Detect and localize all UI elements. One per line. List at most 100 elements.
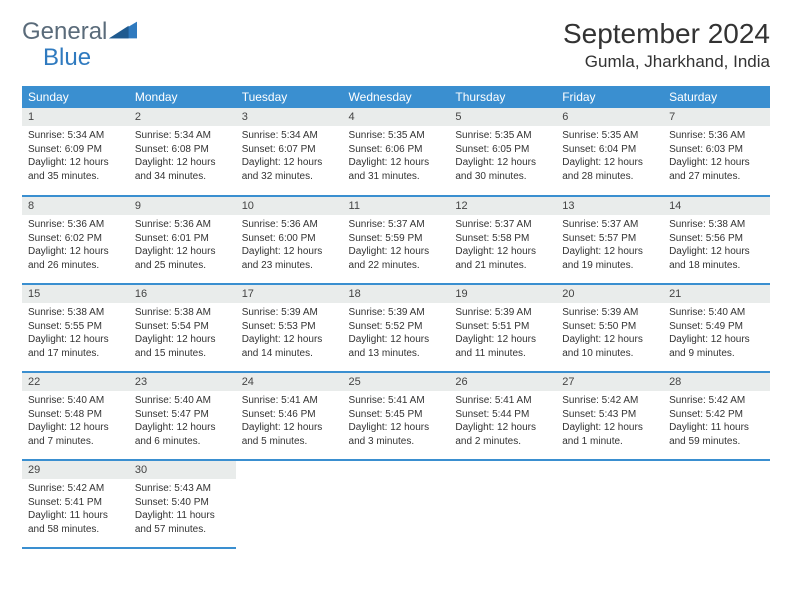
weekday-header-row: Sunday Monday Tuesday Wednesday Thursday… bbox=[22, 86, 770, 108]
day-info-line: Daylight: 12 hours bbox=[562, 333, 657, 347]
calendar-cell: 18Sunrise: 5:39 AMSunset: 5:52 PMDayligh… bbox=[343, 284, 450, 372]
day-info-line: and 58 minutes. bbox=[28, 523, 123, 537]
day-info-line: Sunrise: 5:42 AM bbox=[562, 394, 657, 408]
day-info-line: Sunrise: 5:38 AM bbox=[28, 306, 123, 320]
day-info: Sunrise: 5:36 AMSunset: 6:03 PMDaylight:… bbox=[663, 126, 770, 189]
day-info-line: Daylight: 11 hours bbox=[669, 421, 764, 435]
day-info-line: Daylight: 12 hours bbox=[669, 333, 764, 347]
calendar-cell: 26Sunrise: 5:41 AMSunset: 5:44 PMDayligh… bbox=[449, 372, 556, 460]
day-number: 9 bbox=[129, 197, 236, 215]
day-info-line: Daylight: 12 hours bbox=[242, 421, 337, 435]
day-info: Sunrise: 5:38 AMSunset: 5:55 PMDaylight:… bbox=[22, 303, 129, 366]
day-info-line: Sunrise: 5:41 AM bbox=[349, 394, 444, 408]
day-info-line: Sunrise: 5:35 AM bbox=[349, 129, 444, 143]
day-info-line: Sunset: 6:03 PM bbox=[669, 143, 764, 157]
day-info: Sunrise: 5:34 AMSunset: 6:09 PMDaylight:… bbox=[22, 126, 129, 189]
weekday-saturday: Saturday bbox=[663, 86, 770, 108]
day-info-line: Daylight: 12 hours bbox=[455, 421, 550, 435]
calendar-row: 15Sunrise: 5:38 AMSunset: 5:55 PMDayligh… bbox=[22, 284, 770, 372]
day-info-line: and 31 minutes. bbox=[349, 170, 444, 184]
day-number: 4 bbox=[343, 108, 450, 126]
day-info-line: Daylight: 12 hours bbox=[28, 333, 123, 347]
day-number: 21 bbox=[663, 285, 770, 303]
day-info-line: and 57 minutes. bbox=[135, 523, 230, 537]
sail-icon bbox=[109, 18, 137, 46]
calendar-cell: 23Sunrise: 5:40 AMSunset: 5:47 PMDayligh… bbox=[129, 372, 236, 460]
calendar-row: 8Sunrise: 5:36 AMSunset: 6:02 PMDaylight… bbox=[22, 196, 770, 284]
day-number: 12 bbox=[449, 197, 556, 215]
day-info-line: Sunset: 6:07 PM bbox=[242, 143, 337, 157]
day-info: Sunrise: 5:37 AMSunset: 5:57 PMDaylight:… bbox=[556, 215, 663, 278]
day-info-line: and 26 minutes. bbox=[28, 259, 123, 273]
day-info-line: Sunset: 5:44 PM bbox=[455, 408, 550, 422]
calendar-cell: 8Sunrise: 5:36 AMSunset: 6:02 PMDaylight… bbox=[22, 196, 129, 284]
day-info-line: and 32 minutes. bbox=[242, 170, 337, 184]
calendar-cell: 4Sunrise: 5:35 AMSunset: 6:06 PMDaylight… bbox=[343, 108, 450, 196]
calendar-cell: 19Sunrise: 5:39 AMSunset: 5:51 PMDayligh… bbox=[449, 284, 556, 372]
day-info-line: Daylight: 11 hours bbox=[28, 509, 123, 523]
day-info-line: and 34 minutes. bbox=[135, 170, 230, 184]
weekday-sunday: Sunday bbox=[22, 86, 129, 108]
calendar-cell bbox=[449, 460, 556, 548]
calendar-cell: 14Sunrise: 5:38 AMSunset: 5:56 PMDayligh… bbox=[663, 196, 770, 284]
day-info: Sunrise: 5:42 AMSunset: 5:41 PMDaylight:… bbox=[22, 479, 129, 542]
calendar-cell: 5Sunrise: 5:35 AMSunset: 6:05 PMDaylight… bbox=[449, 108, 556, 196]
day-info: Sunrise: 5:39 AMSunset: 5:51 PMDaylight:… bbox=[449, 303, 556, 366]
day-info-line: and 7 minutes. bbox=[28, 435, 123, 449]
day-info-line: Sunrise: 5:38 AM bbox=[669, 218, 764, 232]
brand-part1: General bbox=[22, 18, 107, 46]
title-block: September 2024 Gumla, Jharkhand, India bbox=[563, 18, 770, 72]
calendar-row: 29Sunrise: 5:42 AMSunset: 5:41 PMDayligh… bbox=[22, 460, 770, 548]
day-info-line: Sunset: 5:51 PM bbox=[455, 320, 550, 334]
day-info-line: Sunset: 5:43 PM bbox=[562, 408, 657, 422]
day-info-line: Sunset: 5:49 PM bbox=[669, 320, 764, 334]
day-info-line: and 3 minutes. bbox=[349, 435, 444, 449]
day-number: 18 bbox=[343, 285, 450, 303]
day-info: Sunrise: 5:38 AMSunset: 5:56 PMDaylight:… bbox=[663, 215, 770, 278]
day-number: 29 bbox=[22, 461, 129, 479]
day-info-line: Sunset: 6:01 PM bbox=[135, 232, 230, 246]
day-info-line: Daylight: 12 hours bbox=[242, 156, 337, 170]
weekday-thursday: Thursday bbox=[449, 86, 556, 108]
day-number: 2 bbox=[129, 108, 236, 126]
day-info-line: Sunset: 5:56 PM bbox=[669, 232, 764, 246]
calendar-cell: 1Sunrise: 5:34 AMSunset: 6:09 PMDaylight… bbox=[22, 108, 129, 196]
calendar-cell: 9Sunrise: 5:36 AMSunset: 6:01 PMDaylight… bbox=[129, 196, 236, 284]
day-info-line: and 28 minutes. bbox=[562, 170, 657, 184]
day-number: 8 bbox=[22, 197, 129, 215]
day-info-line: and 27 minutes. bbox=[669, 170, 764, 184]
day-number: 16 bbox=[129, 285, 236, 303]
day-info-line: and 30 minutes. bbox=[455, 170, 550, 184]
calendar-cell: 12Sunrise: 5:37 AMSunset: 5:58 PMDayligh… bbox=[449, 196, 556, 284]
calendar-cell: 28Sunrise: 5:42 AMSunset: 5:42 PMDayligh… bbox=[663, 372, 770, 460]
day-info: Sunrise: 5:37 AMSunset: 5:58 PMDaylight:… bbox=[449, 215, 556, 278]
day-info: Sunrise: 5:35 AMSunset: 6:06 PMDaylight:… bbox=[343, 126, 450, 189]
calendar-cell bbox=[663, 460, 770, 548]
calendar-cell: 7Sunrise: 5:36 AMSunset: 6:03 PMDaylight… bbox=[663, 108, 770, 196]
day-info-line: Daylight: 12 hours bbox=[455, 333, 550, 347]
day-info-line: Sunrise: 5:40 AM bbox=[135, 394, 230, 408]
day-info-line: Sunset: 5:45 PM bbox=[349, 408, 444, 422]
day-info: Sunrise: 5:40 AMSunset: 5:47 PMDaylight:… bbox=[129, 391, 236, 454]
day-info: Sunrise: 5:36 AMSunset: 6:00 PMDaylight:… bbox=[236, 215, 343, 278]
day-number: 3 bbox=[236, 108, 343, 126]
calendar-row: 1Sunrise: 5:34 AMSunset: 6:09 PMDaylight… bbox=[22, 108, 770, 196]
calendar-row: 22Sunrise: 5:40 AMSunset: 5:48 PMDayligh… bbox=[22, 372, 770, 460]
calendar-cell: 16Sunrise: 5:38 AMSunset: 5:54 PMDayligh… bbox=[129, 284, 236, 372]
brand-logo: General bbox=[22, 18, 137, 46]
day-info-line: and 13 minutes. bbox=[349, 347, 444, 361]
day-info-line: and 10 minutes. bbox=[562, 347, 657, 361]
day-info-line: Sunrise: 5:39 AM bbox=[349, 306, 444, 320]
day-info: Sunrise: 5:35 AMSunset: 6:05 PMDaylight:… bbox=[449, 126, 556, 189]
day-info-line: Sunset: 6:00 PM bbox=[242, 232, 337, 246]
day-info-line: and 18 minutes. bbox=[669, 259, 764, 273]
day-number: 1 bbox=[22, 108, 129, 126]
day-info-line: Daylight: 12 hours bbox=[349, 156, 444, 170]
day-info-line: Sunrise: 5:42 AM bbox=[28, 482, 123, 496]
weekday-monday: Monday bbox=[129, 86, 236, 108]
day-info: Sunrise: 5:41 AMSunset: 5:45 PMDaylight:… bbox=[343, 391, 450, 454]
calendar-table: Sunday Monday Tuesday Wednesday Thursday… bbox=[22, 86, 770, 549]
day-info-line: Sunrise: 5:41 AM bbox=[455, 394, 550, 408]
day-info-line: and 15 minutes. bbox=[135, 347, 230, 361]
day-info-line: Daylight: 12 hours bbox=[455, 245, 550, 259]
